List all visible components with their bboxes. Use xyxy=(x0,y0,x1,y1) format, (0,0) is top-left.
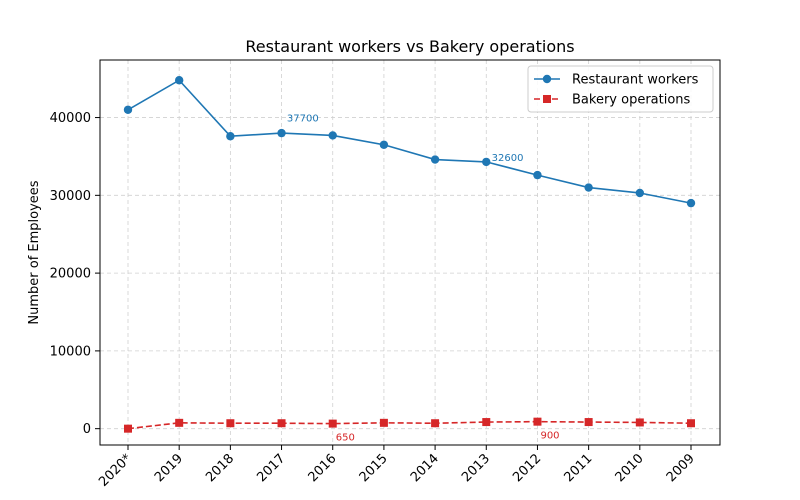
series-1-point xyxy=(123,105,133,114)
legend-box xyxy=(527,65,714,113)
series-2-point xyxy=(226,419,235,428)
legend: Restaurant workers Bakery operations xyxy=(527,65,714,113)
data-label: 32600 xyxy=(492,153,524,164)
series-line-2 xyxy=(127,420,692,430)
series-1-point xyxy=(686,198,696,208)
data-label: 900 xyxy=(540,431,559,442)
series-1-point xyxy=(277,128,286,138)
y-tick-label: 20000 xyxy=(50,267,91,282)
series-2-point xyxy=(635,418,644,427)
y-tick-label: 0 xyxy=(83,422,91,437)
series-line-1 xyxy=(127,79,692,204)
y-tick-label: 40000 xyxy=(50,111,91,126)
legend-label-1: Restaurant workers xyxy=(572,73,699,88)
series-2-point xyxy=(431,419,440,428)
y-tick-label: 30000 xyxy=(50,189,91,204)
series-1-point xyxy=(430,155,440,164)
series-1-point xyxy=(226,132,235,141)
y-tick-label: 10000 xyxy=(50,344,91,359)
series-2-point xyxy=(584,418,593,427)
series-2-point xyxy=(533,417,542,426)
chart-title: Restaurant workers vs Bakery operations xyxy=(245,37,574,56)
legend-label-2: Bakery operations xyxy=(572,93,691,108)
legend-marker-2 xyxy=(543,95,551,103)
series-2-point xyxy=(379,418,388,427)
series-2-point xyxy=(687,419,695,428)
plot-frame xyxy=(99,59,721,446)
series-1-point xyxy=(379,140,389,149)
series-2-point xyxy=(328,419,337,428)
series-1-point xyxy=(533,170,542,180)
data-label: 37700 xyxy=(287,113,319,124)
series-layer xyxy=(123,76,696,433)
legend-marker-1 xyxy=(542,74,552,84)
grid-layer xyxy=(100,60,720,445)
series-2-point xyxy=(482,418,491,427)
data-label: 650 xyxy=(336,433,355,444)
annotation-layer: 37700 32600 650 900 xyxy=(287,113,560,443)
y-axis-title: Number of Employees xyxy=(27,180,42,324)
series-1-point xyxy=(635,188,645,198)
series-1-point xyxy=(482,157,491,167)
series-1-point xyxy=(174,76,184,85)
series-1-point xyxy=(328,131,337,140)
series-1-point xyxy=(584,183,593,192)
series-2-point xyxy=(277,419,286,428)
series-2-point xyxy=(124,424,132,433)
series-2-point xyxy=(175,418,184,427)
